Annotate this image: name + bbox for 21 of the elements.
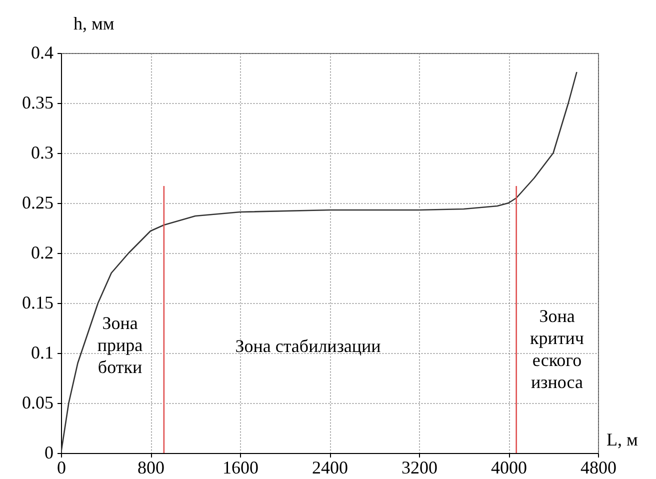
x-axis-title: L, м bbox=[606, 430, 638, 450]
x-tick-label: 4800 bbox=[580, 458, 616, 478]
y-tick-label: 0.1 bbox=[31, 342, 54, 362]
x-tick-label: 2400 bbox=[312, 458, 348, 478]
x-tick-label: 800 bbox=[138, 458, 164, 478]
y-tick-label: 0 bbox=[44, 442, 54, 462]
y-tick-label: 0.15 bbox=[22, 292, 54, 312]
y-tick-label: 0.2 bbox=[31, 242, 54, 262]
y-tick-label: 0.3 bbox=[31, 142, 54, 162]
annotation: Зона стабилизации bbox=[235, 336, 382, 356]
annotation: Зона прира ботки bbox=[97, 313, 143, 377]
x-tick-label: 0 bbox=[57, 458, 66, 478]
y-tick-label: 0.4 bbox=[31, 42, 54, 62]
x-tick-label: 3200 bbox=[402, 458, 438, 478]
x-tick-label: 1600 bbox=[222, 458, 258, 478]
y-axis-title: h, мм bbox=[74, 14, 114, 34]
x-tick-label: 4000 bbox=[491, 458, 527, 478]
y-tick-label: 0.35 bbox=[22, 92, 54, 112]
y-tick-label: 0.05 bbox=[22, 392, 54, 412]
annotation: Зона критич еского износа bbox=[530, 306, 584, 392]
y-tick-label: 0.25 bbox=[22, 192, 54, 212]
